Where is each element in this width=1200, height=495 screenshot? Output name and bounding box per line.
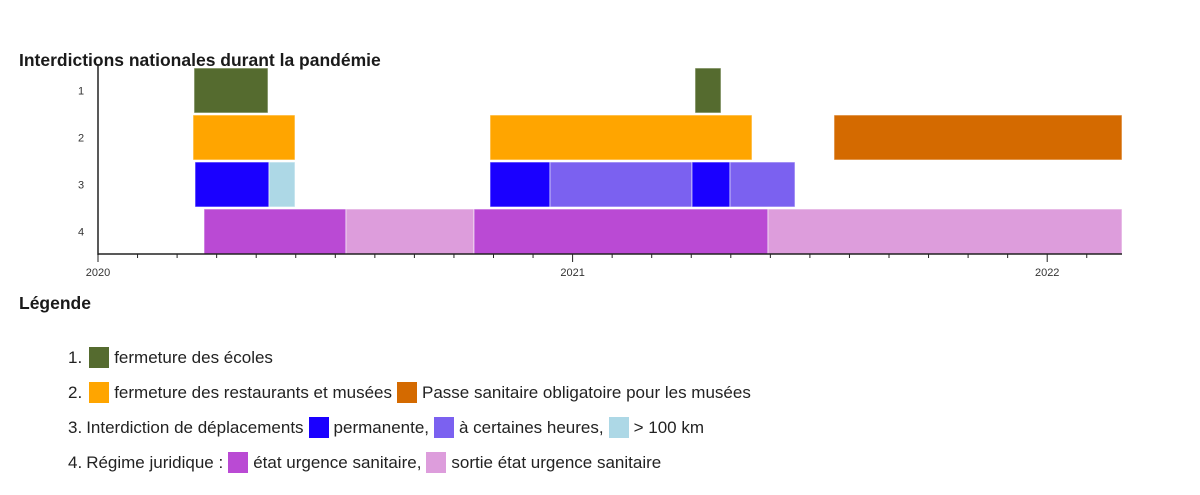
timeline-bar (489, 114, 753, 161)
legend-prefix: Régime juridique : (86, 452, 224, 472)
timeline-bar (833, 114, 1123, 161)
timeline-bar (767, 208, 1123, 255)
legend-prefix: Interdiction de déplacements (86, 417, 304, 437)
legend-item-1: 1. fermeture des écoles (68, 340, 753, 375)
legend-swatch-icon (308, 417, 329, 438)
legend-title: Légende (19, 293, 91, 313)
timeline-bar (203, 208, 347, 255)
timeline-bar (691, 161, 731, 208)
timeline-bar (549, 161, 693, 208)
timeline-bars (192, 67, 1123, 255)
y-axis: 1 2 3 4 (78, 64, 99, 255)
legend-item-4: 4. Régime juridique : état urgence sanitai… (68, 445, 753, 480)
legend-number: 1. (68, 347, 83, 367)
timeline-chart: 1 2 3 4 2020 2021 2022 (78, 64, 1123, 279)
legend-label: sortie état urgence sanitaire (451, 452, 662, 472)
legend-swatch-icon (228, 452, 249, 473)
x-tick-label: 2021 (560, 267, 584, 279)
timeline-bar (193, 67, 269, 114)
y-tick-label: 4 (78, 227, 84, 239)
legend-swatch-icon (89, 382, 110, 403)
x-axis: 2020 2021 2022 (86, 253, 1122, 279)
legend-label: Passe sanitaire obligatoire pour les mus… (421, 382, 751, 402)
legend-label: à certaines heures, (459, 417, 604, 437)
legend-label: permanente, (333, 417, 429, 437)
timeline-bar (192, 114, 296, 161)
y-tick-label: 1 (78, 86, 84, 98)
legend-label: fermeture des restaurants et musées (114, 382, 392, 402)
legend-item-3: 3. Interdiction de déplacements permanente… (68, 410, 753, 445)
legend-swatch-icon (89, 347, 110, 368)
legend-swatch-icon (396, 382, 417, 403)
timeline-bar (473, 208, 769, 255)
legend-number: 3. (68, 417, 83, 437)
legend-swatch-icon (434, 417, 454, 438)
y-tick-label: 3 (78, 180, 84, 192)
timeline-bar (729, 161, 796, 208)
legend-swatch-icon (608, 417, 629, 438)
legend-item-2: 2. fermeture des restaurants et musées Pas… (68, 375, 753, 410)
timeline-bar (194, 161, 270, 208)
legend: 1. fermeture des écoles 2. fermeture des re… (68, 340, 753, 480)
legend-label: état urgence sanitaire, (253, 452, 422, 472)
legend-number: 4. (68, 452, 83, 472)
legend-number: 2. (68, 382, 83, 402)
x-tick-label: 2020 (86, 267, 110, 279)
timeline-bar (268, 161, 296, 208)
legend-label: > 100 km (633, 417, 704, 437)
legend-swatch-icon (426, 452, 447, 473)
legend-label: fermeture des écoles (114, 347, 273, 367)
timeline-bar (489, 161, 551, 208)
y-tick-label: 2 (78, 133, 84, 145)
timeline-bar (345, 208, 475, 255)
chart-title: Interdictions nationales durant la pandé… (19, 50, 381, 70)
x-tick-label: 2022 (1035, 267, 1059, 279)
timeline-bar (694, 67, 722, 114)
